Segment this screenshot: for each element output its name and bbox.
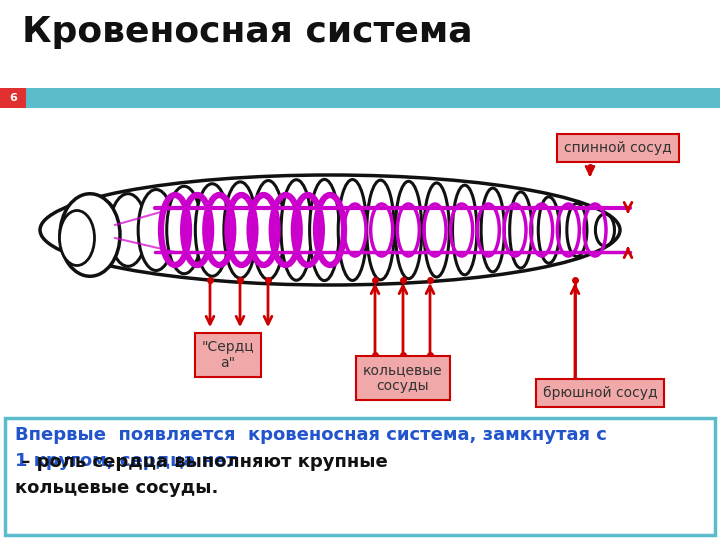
Ellipse shape	[595, 214, 614, 246]
Ellipse shape	[224, 182, 256, 278]
Text: – роль сердца выполняют крупные
кольцевые сосуды.: – роль сердца выполняют крупные кольцевы…	[15, 453, 388, 497]
Ellipse shape	[40, 175, 620, 285]
Ellipse shape	[138, 190, 174, 271]
Ellipse shape	[253, 180, 284, 279]
Ellipse shape	[109, 194, 147, 266]
Text: Впервые  появляется  кровеносная система, замкнутая с
1 кругом, сердца нет: Впервые появляется кровеносная система, …	[15, 426, 607, 470]
Ellipse shape	[281, 180, 312, 280]
Ellipse shape	[60, 211, 94, 266]
FancyBboxPatch shape	[0, 88, 26, 108]
Ellipse shape	[338, 180, 366, 280]
Ellipse shape	[81, 199, 119, 261]
Ellipse shape	[481, 188, 505, 272]
Text: спинной сосуд: спинной сосуд	[564, 141, 672, 155]
Ellipse shape	[60, 194, 120, 276]
FancyBboxPatch shape	[5, 418, 715, 535]
Ellipse shape	[395, 181, 422, 279]
Text: "Сердц
а": "Сердц а"	[202, 340, 254, 370]
Ellipse shape	[539, 197, 559, 263]
Ellipse shape	[195, 184, 229, 276]
Text: 6: 6	[9, 93, 17, 103]
Ellipse shape	[366, 180, 395, 280]
Ellipse shape	[567, 204, 587, 256]
Text: Кровеносная система: Кровеносная система	[22, 15, 472, 49]
Ellipse shape	[453, 185, 477, 275]
Text: кольцевые
сосуды: кольцевые сосуды	[363, 363, 443, 393]
Ellipse shape	[510, 192, 532, 268]
Ellipse shape	[310, 179, 339, 281]
Text: брюшной сосуд: брюшной сосуд	[543, 386, 657, 400]
Ellipse shape	[424, 183, 449, 277]
Bar	[26, 88, 720, 108]
Ellipse shape	[167, 186, 202, 274]
